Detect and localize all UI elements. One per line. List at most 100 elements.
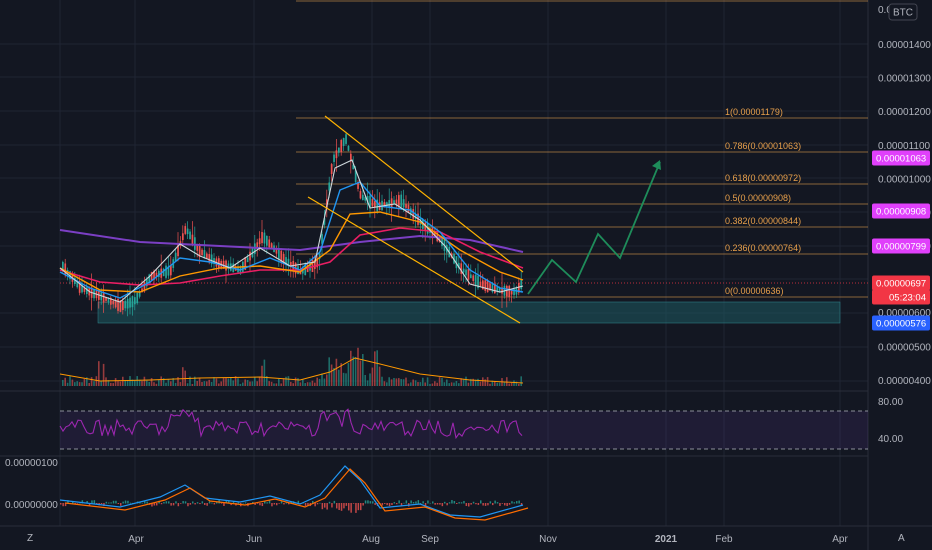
volume-bar [446, 379, 448, 386]
volume-bar [266, 376, 268, 386]
macd-histogram-bar [237, 502, 240, 504]
volume-bar [328, 357, 330, 386]
macd-histogram-bar [180, 503, 182, 504]
volume-bar [407, 383, 410, 386]
candle-body [206, 253, 208, 259]
candle-body [347, 145, 350, 151]
volume-bar [362, 354, 364, 386]
volume-bar [374, 351, 376, 386]
macd-histogram-bar [220, 503, 223, 504]
volume-bar [448, 383, 450, 386]
descending-resistance-line[interactable] [324, 115, 524, 273]
fib-level-label: 0.382(0.00000844) [725, 216, 801, 226]
macd-histogram-bar [189, 503, 192, 505]
price-badge-label: 0.00000908 [876, 207, 926, 218]
volume-bar [146, 380, 148, 386]
macd-histogram-bar [355, 503, 357, 513]
volume-bar [474, 379, 477, 386]
macd-histogram-bar [64, 503, 67, 507]
currency-button[interactable]: BTC [888, 3, 918, 21]
candle-body [441, 237, 443, 247]
macd-histogram-bar [398, 500, 400, 504]
volume-bar [210, 381, 213, 386]
candle-body [460, 263, 463, 274]
volume-bar [434, 381, 436, 386]
volume-bar [314, 382, 316, 386]
volume-bar [117, 381, 119, 386]
volume-bar [426, 377, 429, 386]
volume-bar [208, 379, 210, 386]
candle-body [222, 260, 225, 269]
macd-histogram-bar [184, 501, 187, 504]
macd-histogram-bar [448, 502, 451, 504]
macd-histogram-bar [160, 503, 163, 505]
candle-body [86, 287, 88, 294]
ma-purple-line [59, 229, 524, 253]
volume-bar [126, 380, 129, 386]
time-axis[interactable]: Apr Jun Aug Sep Nov 2021 Feb Apr [128, 534, 848, 545]
candle-body [119, 300, 122, 312]
candle-body [275, 249, 278, 254]
volume-bar [405, 377, 407, 386]
volume-bar [472, 378, 474, 386]
candle-body [110, 297, 112, 305]
candle-body [362, 194, 364, 201]
volume-bar [359, 360, 362, 386]
zoom-reset-button[interactable]: Z [27, 533, 33, 544]
candle-body [407, 204, 410, 213]
support-zone[interactable] [97, 301, 841, 324]
candle-body [316, 259, 319, 268]
macd-histogram-bar [141, 502, 144, 504]
volume-bar [424, 382, 426, 386]
volume-bar [402, 379, 405, 386]
candle-body [122, 300, 124, 311]
macd-histogram-bar [441, 503, 444, 507]
macd-histogram-bar [386, 503, 388, 506]
macd-histogram-bar [228, 500, 230, 504]
volume-bar [482, 377, 484, 386]
macd-histogram-bar [369, 501, 372, 504]
candle-body [342, 138, 345, 147]
volume-bar [513, 380, 515, 386]
volume-bar [136, 376, 138, 386]
macd-histogram-bar [412, 502, 415, 504]
macd-axis[interactable]: 0.00000100 0.00000000 [5, 458, 58, 511]
macd-histogram-bar [225, 500, 228, 504]
time-label: Feb [715, 534, 733, 545]
volume-bar [256, 381, 258, 386]
rsi-tick: 40.00 [878, 434, 903, 445]
candle-body [494, 283, 496, 294]
macd-histogram-bar [374, 503, 376, 505]
volume-bar [213, 377, 215, 386]
projected-price-path[interactable] [527, 161, 661, 295]
macd-histogram-bar [76, 503, 79, 504]
auto-scale-button[interactable]: A [898, 533, 905, 544]
candle-body [117, 298, 119, 311]
candle-body [462, 268, 465, 273]
price-tick: 0.00001200 [878, 107, 931, 118]
macd-tick: 0.00000100 [5, 458, 58, 469]
macd-histogram-bar [163, 502, 165, 504]
price-badge-label: 05:23:04 [889, 293, 926, 304]
fib-level-label: 0.618(0.00000972) [725, 173, 801, 183]
candle-body [472, 275, 475, 282]
macd-histogram-bar [192, 501, 194, 504]
volume-bar [261, 365, 263, 386]
candle-body [354, 170, 357, 183]
descending-support-line[interactable] [307, 196, 521, 324]
fibonacci-retracement[interactable]: 1.618(0.00001515)1(0.00001179)0.786(0.00… [296, 0, 868, 298]
macd-histogram-bar [470, 503, 472, 505]
macd-histogram-bar [285, 502, 288, 504]
fib-level-label: 0.786(0.00001063) [725, 141, 801, 151]
volume-bar [62, 379, 64, 386]
macd-histogram-bar [182, 501, 184, 504]
price-axis[interactable]: 0.0 0.00001400 0.00001300 0.00001200 0.0000… [872, 5, 931, 387]
macd-histogram-bar [81, 500, 84, 504]
rsi-axis[interactable]: 80.00 40.00 [878, 397, 903, 445]
volume-bar [477, 378, 479, 386]
candle-body [81, 285, 83, 293]
candle-body [165, 265, 167, 278]
volume-bar [251, 381, 254, 386]
candle-body [323, 218, 326, 225]
